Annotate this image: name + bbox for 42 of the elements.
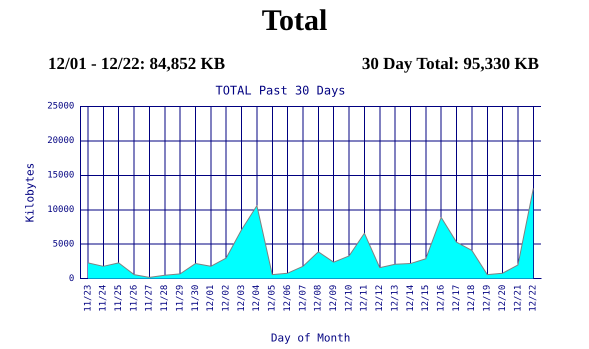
y-tick-label: 25000 [47, 102, 74, 112]
x-tick-label: 12/21 [513, 284, 524, 312]
y-tick-label: 15000 [47, 170, 74, 181]
y-tick-label: 5000 [52, 240, 74, 250]
y-tick-label: 20000 [47, 136, 74, 146]
x-tick-label: 11/28 [160, 284, 170, 312]
x-tick-label: 12/04 [252, 284, 262, 312]
x-tick-label: 12/03 [236, 284, 247, 312]
x-tick-label: 12/11 [360, 284, 370, 312]
x-tick-label: 12/12 [375, 284, 386, 312]
chart-title: Total [260, 4, 328, 38]
x-tick-label: 12/20 [498, 284, 508, 312]
x-tick-label: 12/06 [282, 284, 293, 312]
text: 30 Day Total: 95,330 KB [362, 54, 539, 74]
x-tick-label: 11/23 [83, 284, 94, 312]
x-tick-label: 12/17 [452, 284, 462, 312]
y-tick-label: 0 [68, 274, 74, 284]
x-tick-label: 12/18 [467, 284, 478, 312]
x-tick-label: 12/05 [268, 284, 278, 312]
y-axis-title: Kilobytes [23, 162, 36, 222]
y-tick-label: 10000 [47, 205, 74, 216]
x-tick-label: 12/08 [314, 284, 324, 312]
x-tick-label: 11/30 [190, 284, 201, 312]
x-tick-label: 12/07 [298, 284, 308, 312]
x-tick-label: 11/26 [129, 284, 140, 312]
x-tick-label: 12/02 [222, 284, 232, 312]
text: 12/01 - 12/22: 84,852 KB [48, 54, 226, 74]
x-tick-label: 11/27 [144, 284, 155, 312]
x-tick-label: 11/25 [114, 284, 124, 312]
x-tick-label: 12/22 [528, 284, 539, 312]
x-tick-label: 11/24 [98, 284, 109, 312]
x-axis-title: Day of Month [270, 331, 350, 344]
x-tick-label: 11/29 [175, 284, 186, 312]
x-tick-label: 12/14 [406, 284, 416, 312]
chart-subtitle: TOTAL Past 30 Days [215, 83, 346, 98]
x-tick-label: 12/19 [482, 284, 493, 312]
x-tick-label: 12/13 [390, 284, 400, 312]
x-tick-label: 12/16 [436, 284, 447, 312]
x-tick-label: 12/15 [421, 284, 432, 312]
x-tick-label: 12/09 [329, 284, 340, 312]
x-tick-label: 12/10 [344, 284, 354, 312]
x-tick-label: 12/01 [206, 284, 216, 312]
